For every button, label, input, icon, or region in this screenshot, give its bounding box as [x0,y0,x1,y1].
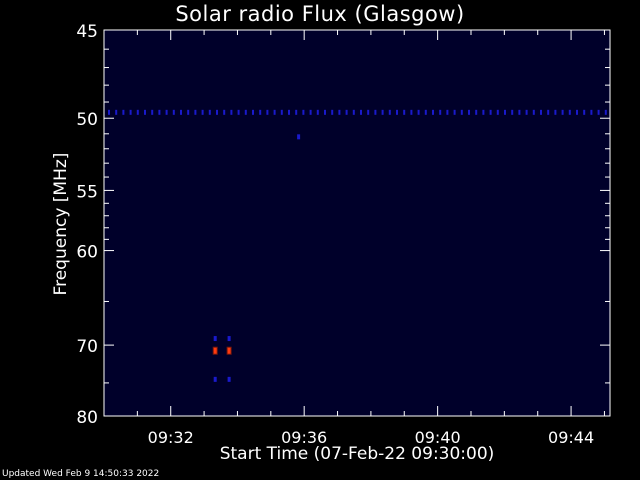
line-segment [597,109,600,115]
line-segment [237,109,240,115]
line-segment [302,109,305,115]
line-segment [201,109,204,115]
line-segment [288,109,290,115]
line-segment [352,109,355,115]
line-segment [511,109,514,115]
line-segment [122,109,125,115]
spot-mark [297,134,301,140]
x-tick-label: 09:32 [148,428,194,447]
burst-mark [227,347,231,354]
line-segment [417,109,420,115]
line-segment [266,109,269,115]
line-segment [194,109,197,115]
line-segment [295,109,298,115]
spectrogram-features [108,109,607,382]
line-segment [583,109,586,115]
line-segment [561,109,564,115]
y-axis: 45 50 55 60 70 80 [76,22,610,428]
line-segment [453,109,456,115]
line-segment [590,109,593,115]
line-segment [388,109,391,115]
line-segment [259,109,262,115]
line-segment [360,109,362,115]
line-segment [324,109,326,115]
line-segment [208,109,211,115]
line-segment [482,109,485,115]
line-segment [432,109,434,115]
line-segment [424,109,427,115]
line-segment [525,109,528,115]
y-tick-label: 70 [76,337,98,357]
plot-area [104,30,610,416]
line-segment [374,109,377,115]
line-segment [252,109,254,115]
line-segment [576,109,578,115]
y-tick-label: 60 [76,243,98,263]
line-segment [338,109,341,115]
line-segment [223,109,226,115]
line-segment [489,109,492,115]
plot-frame [103,29,611,417]
burst-mark [213,347,217,354]
line-segment [108,109,110,115]
line-segment [504,109,506,115]
line-segment [230,109,233,115]
line-segment [604,109,607,115]
y-tick-label: 55 [76,182,98,202]
line-segment [403,109,406,115]
line-segment [165,109,168,115]
x-tick-label: 09:40 [415,428,461,447]
persistent-line-0 [108,109,607,115]
line-segment [345,109,348,115]
line-segment [532,109,535,115]
line-segment [172,109,175,115]
line-segment [309,109,312,115]
line-segment [446,109,449,115]
line-segment [129,109,132,115]
line-segment [144,109,146,115]
line-segment [381,109,384,115]
line-segment [216,109,218,115]
burst-mark [227,336,231,342]
line-segment [568,109,571,115]
chart-title: Solar radio Flux (Glasgow) [175,2,465,26]
updated-timestamp: Updated Wed Feb 9 14:50:33 2022 [2,469,160,479]
line-segment [496,109,499,115]
line-segment [187,109,190,115]
line-segment [331,109,334,115]
burst-mark [213,376,217,382]
y-tick-label: 50 [76,110,98,130]
y-axis-label: Frequency [MHz] [51,152,71,296]
line-segment [396,109,398,115]
line-segment [460,109,463,115]
line-segment [115,109,118,115]
y-tick-label: 45 [76,22,98,42]
line-segment [518,109,521,115]
burst-mark [227,376,231,382]
line-segment [151,109,154,115]
x-tick-label: 09:44 [548,428,594,447]
line-segment [273,109,276,115]
line-segment [316,109,319,115]
line-segment [280,109,283,115]
line-segment [244,109,247,115]
line-segment [367,109,370,115]
line-segment [547,109,550,115]
x-axis-label: Start Time (07-Feb-22 09:30:00) [219,444,495,464]
line-segment [554,109,557,115]
line-segment [468,109,470,115]
line-segment [158,109,161,115]
x-tick-label: 09:36 [281,428,327,447]
x-axis: 09:32 09:36 09:40 09:44 [103,30,605,447]
line-segment [410,109,413,115]
line-segment [136,109,139,115]
burst-mark [213,336,217,342]
line-segment [540,109,542,115]
line-segment [180,109,182,115]
line-segment [439,109,442,115]
line-segment [475,109,478,115]
y-tick-label: 80 [76,408,98,428]
